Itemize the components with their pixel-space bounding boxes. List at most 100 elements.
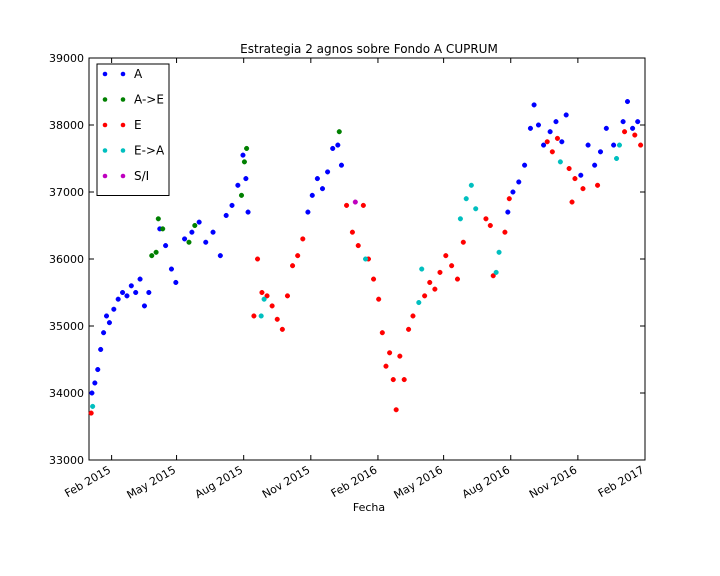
data-point [305, 209, 311, 215]
data-point [210, 229, 216, 235]
data-point [290, 263, 296, 269]
data-point [325, 169, 331, 175]
data-point [223, 212, 229, 218]
data-point [141, 303, 148, 309]
data-point [624, 99, 631, 105]
data-point [516, 179, 522, 185]
data-point [295, 253, 301, 259]
data-point [111, 306, 117, 312]
legend-label: A->E [134, 93, 164, 107]
data-point [547, 129, 553, 135]
data-point [557, 159, 563, 165]
data-point [622, 129, 628, 135]
data-point [427, 279, 433, 286]
legend-marker [120, 97, 126, 102]
data-point [362, 256, 369, 262]
y-tick-label: 36000 [49, 253, 84, 266]
data-point [153, 249, 159, 255]
data-point [168, 266, 175, 272]
data-point [98, 346, 104, 353]
data-point [243, 176, 249, 182]
data-point [506, 196, 512, 202]
data-point [238, 192, 245, 198]
data-point [419, 266, 425, 272]
data-point [149, 253, 155, 259]
data-point [406, 326, 412, 332]
data-point [527, 125, 533, 131]
data-point [566, 166, 572, 172]
data-point [393, 407, 399, 413]
data-point [390, 377, 396, 383]
data-point [569, 199, 575, 205]
data-point [163, 243, 169, 249]
data-point [229, 202, 235, 208]
data-point [473, 206, 479, 212]
y-tick-label: 34000 [49, 387, 84, 400]
data-point [371, 276, 377, 282]
data-point [338, 162, 345, 168]
data-point [124, 293, 130, 299]
data-point [128, 283, 134, 289]
data-point [416, 300, 422, 306]
data-point [240, 152, 246, 158]
data-point [284, 293, 291, 299]
data-point [460, 239, 466, 245]
series-e-a [90, 142, 623, 409]
data-point [522, 162, 528, 168]
data-point [92, 380, 98, 386]
data-point [595, 182, 601, 188]
data-point [632, 132, 638, 138]
data-point [443, 253, 449, 259]
chart-title: Estrategia 2 agnos sobre Fondo A CUPRUM [240, 42, 498, 56]
data-point [335, 142, 341, 148]
data-point [510, 189, 516, 195]
data-point [401, 377, 407, 383]
series-a [89, 99, 641, 396]
data-point [578, 172, 584, 178]
data-point [638, 142, 644, 148]
data-point [120, 289, 126, 296]
legend-marker [120, 148, 126, 153]
data-point [613, 155, 620, 162]
legend-marker [120, 71, 126, 77]
data-point [182, 236, 188, 242]
data-point [379, 330, 385, 336]
data-point [269, 303, 275, 309]
data-point [502, 229, 508, 235]
data-point [155, 216, 161, 222]
data-point [90, 403, 96, 409]
data-point [616, 142, 623, 148]
data-point [496, 249, 502, 255]
data-point [553, 119, 559, 125]
data-point [597, 149, 604, 155]
data-point [330, 145, 336, 151]
legend-box [96, 63, 170, 196]
legend-label: E [134, 118, 142, 132]
data-point [611, 142, 617, 148]
legend-label: S/I [134, 169, 149, 183]
data-point [241, 159, 247, 165]
data-point [279, 326, 285, 332]
data-point [192, 222, 198, 229]
x-axis-label: Fecha [353, 501, 385, 514]
y-tick-label: 37000 [49, 186, 84, 199]
data-point [217, 253, 223, 259]
data-point [89, 390, 95, 396]
data-point [620, 119, 626, 125]
y-tick-label: 38000 [49, 119, 84, 132]
data-point [186, 239, 192, 245]
data-point [432, 286, 438, 292]
data-point [319, 186, 326, 192]
legend: A A->E E E->A S/I [96, 63, 170, 196]
data-point [454, 276, 461, 282]
data-point [505, 209, 511, 215]
data-point [255, 256, 261, 262]
legend-label: A [134, 67, 143, 81]
data-point [349, 229, 355, 235]
y-tick-label: 35000 [49, 320, 84, 333]
data-point [203, 239, 209, 245]
data-point [274, 316, 280, 322]
data-point [387, 350, 393, 356]
data-point [360, 202, 366, 208]
